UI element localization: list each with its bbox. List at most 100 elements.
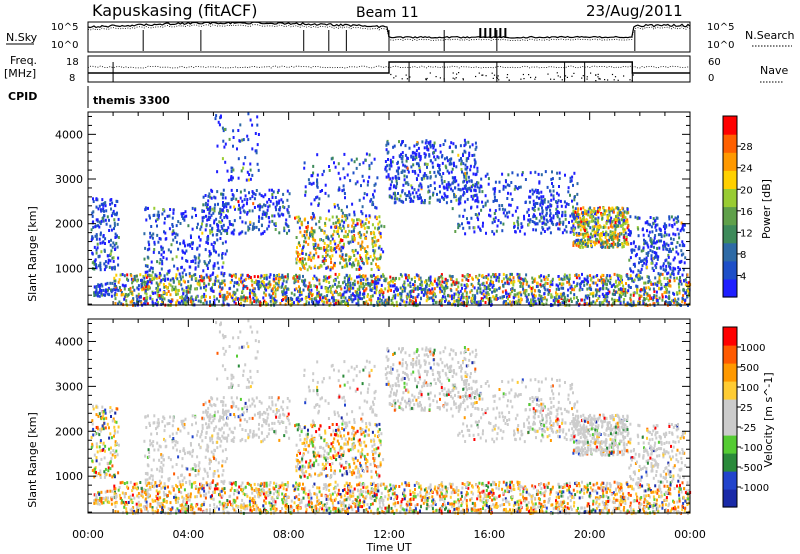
data-cell <box>333 261 336 265</box>
data-cell <box>156 233 159 237</box>
data-cell <box>428 284 431 287</box>
data-cell <box>303 218 306 222</box>
data-cell <box>110 214 113 218</box>
data-cell <box>219 220 222 224</box>
data-cell <box>190 274 193 278</box>
data-cell <box>239 302 242 306</box>
data-cell <box>101 217 104 220</box>
data-cell <box>129 300 132 304</box>
data-cell <box>621 218 623 222</box>
data-cell <box>401 289 404 293</box>
data-cell <box>374 215 377 219</box>
data-cell <box>612 245 615 249</box>
data-cell <box>517 279 520 283</box>
data-cell <box>596 227 599 231</box>
data-cell <box>673 256 676 260</box>
data-cell <box>610 244 613 248</box>
data-cell <box>344 264 346 268</box>
data-cell <box>652 282 655 286</box>
data-cell <box>303 166 306 170</box>
data-cell <box>609 221 612 225</box>
data-cell <box>362 262 365 266</box>
data-cell <box>463 283 466 287</box>
data-cell <box>159 288 162 292</box>
data-cell <box>440 298 443 302</box>
data-cell <box>482 293 485 297</box>
data-cell <box>277 201 280 205</box>
data-cell <box>558 217 561 221</box>
nave-dot <box>571 75 573 77</box>
data-cell <box>415 156 418 160</box>
data-cell <box>213 282 216 286</box>
data-cell <box>419 276 422 280</box>
data-cell <box>209 229 212 232</box>
data-cell <box>593 207 596 211</box>
data-cell <box>327 290 330 294</box>
data-cell <box>221 208 224 212</box>
data-cell <box>219 215 222 219</box>
data-cell <box>206 263 209 267</box>
data-cell <box>114 288 117 292</box>
data-cell <box>517 223 520 227</box>
data-cell <box>185 299 188 303</box>
data-cell <box>677 282 680 286</box>
data-cell <box>194 273 197 277</box>
data-cell <box>223 145 226 149</box>
data-cell <box>182 302 185 306</box>
data-cell <box>99 266 102 270</box>
data-cell <box>232 129 235 133</box>
nave-dot <box>497 77 499 79</box>
data-cell <box>244 277 247 281</box>
data-cell <box>420 290 423 294</box>
data-cell <box>511 213 514 217</box>
data-cell <box>307 285 310 289</box>
data-cell <box>452 302 455 306</box>
data-cell <box>468 186 471 190</box>
data-cell <box>234 302 237 306</box>
data-cell <box>104 218 107 222</box>
data-cell <box>391 277 394 281</box>
data-cell <box>277 277 280 281</box>
data-cell <box>582 216 585 219</box>
data-cell <box>612 208 615 212</box>
data-cell <box>184 244 186 248</box>
data-cell <box>215 217 218 221</box>
data-cell <box>543 292 546 296</box>
data-cell <box>359 247 362 251</box>
data-cell <box>114 302 117 306</box>
data-cell <box>209 231 212 235</box>
data-cell <box>604 240 607 244</box>
data-cell <box>227 209 229 213</box>
data-cell <box>423 288 426 292</box>
data-cell <box>356 275 358 279</box>
data-cell <box>266 227 269 231</box>
data-cell <box>162 256 165 259</box>
data-cell <box>154 291 157 295</box>
data-cell <box>432 146 435 150</box>
data-cell <box>359 297 362 301</box>
data-cell <box>201 216 204 220</box>
data-cell <box>399 292 402 295</box>
data-cell <box>337 284 340 288</box>
data-cell <box>351 300 354 304</box>
data-cell <box>372 249 375 253</box>
data-cell <box>471 277 474 281</box>
data-cell <box>143 280 146 284</box>
data-cell <box>538 275 541 279</box>
data-cell <box>139 273 142 277</box>
data-cell <box>324 286 327 290</box>
data-cell <box>333 229 336 233</box>
data-cell <box>344 196 346 200</box>
data-cell <box>304 185 307 189</box>
data-cell <box>436 283 439 287</box>
data-cell <box>213 209 216 213</box>
data-cell <box>297 254 299 258</box>
data-cell <box>444 277 447 281</box>
data-cell <box>273 290 276 294</box>
data-cell <box>509 278 512 282</box>
data-cell <box>234 207 236 211</box>
data-cell <box>486 172 489 176</box>
data-cell <box>379 297 381 301</box>
data-cell <box>600 275 603 279</box>
data-cell <box>478 212 480 216</box>
